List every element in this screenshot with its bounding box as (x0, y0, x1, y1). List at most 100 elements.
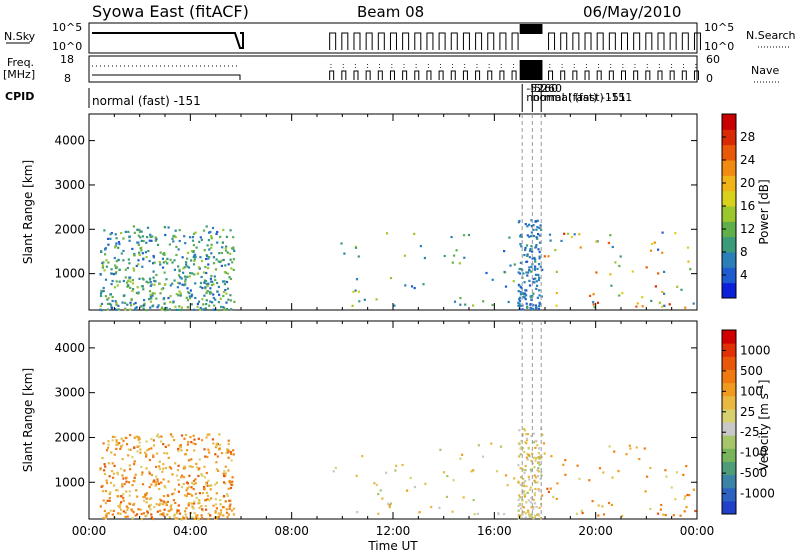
nsearch-tick-bottom: 10^0 (704, 40, 734, 53)
data-cell (137, 292, 140, 295)
data-cell (104, 490, 108, 493)
data-cell (517, 498, 520, 502)
data-cell (104, 247, 107, 250)
nsky-pulse (657, 32, 665, 50)
data-cell (182, 482, 185, 486)
colorbar-tick-label: 24 (740, 153, 755, 167)
data-cell (625, 453, 628, 456)
data-cell (157, 304, 160, 307)
data-cell (619, 255, 622, 258)
data-cell (126, 303, 129, 306)
data-cell (208, 433, 211, 436)
data-cell (121, 301, 124, 304)
colorbar-frame (721, 329, 737, 515)
data-cell (182, 476, 186, 479)
data-cell (104, 514, 108, 517)
data-cell (163, 508, 166, 511)
data-cell (198, 467, 201, 470)
data-cell (230, 267, 233, 270)
data-cell (566, 232, 570, 235)
data-cell (172, 492, 175, 495)
data-cell (100, 302, 104, 305)
data-cell (225, 245, 228, 248)
data-cell (549, 239, 552, 242)
data-cell (134, 301, 137, 305)
data-cell (377, 512, 380, 515)
data-cell (129, 280, 132, 283)
nsky-block (92, 32, 244, 49)
data-cell (223, 474, 226, 478)
data-cell (140, 249, 143, 252)
data-cell (334, 466, 337, 469)
nsky-pulse (414, 32, 422, 50)
nave-mark: : (646, 61, 649, 70)
data-cell (149, 280, 152, 284)
data-cell (527, 499, 530, 502)
time-tick-label: 16:00 (477, 524, 512, 538)
data-cell (524, 298, 527, 301)
data-cell (225, 508, 228, 511)
data-cell (185, 296, 188, 299)
data-cell (525, 294, 528, 297)
data-cell (138, 441, 141, 444)
data-cell (464, 303, 467, 306)
nsky-pulse (377, 32, 385, 50)
data-cell (538, 463, 541, 466)
data-cell (114, 300, 117, 303)
data-cell (214, 503, 217, 506)
data-cell (528, 455, 531, 458)
data-cell (108, 496, 111, 500)
data-cell (145, 241, 148, 244)
data-cell (195, 516, 198, 519)
data-cell (188, 295, 191, 298)
data-cell (452, 479, 455, 482)
data-cell (124, 230, 127, 233)
data-cell (611, 476, 614, 479)
data-cell (542, 442, 546, 445)
nave-mark: : (573, 61, 576, 70)
data-cell (151, 235, 154, 238)
data-cell (150, 516, 153, 519)
data-cell (150, 239, 153, 242)
data-cell (188, 297, 192, 300)
data-cell (103, 509, 106, 513)
data-cell (137, 436, 140, 439)
data-cell (184, 280, 187, 283)
data-cell (181, 283, 184, 286)
data-cell (525, 437, 529, 440)
data-cell (197, 300, 201, 303)
data-cell (106, 298, 109, 301)
data-cell (190, 295, 193, 298)
data-cell (534, 273, 537, 276)
data-cell (197, 272, 200, 275)
data-cell (122, 510, 125, 513)
data-cell (110, 307, 113, 310)
data-cell (589, 294, 592, 297)
data-cell (177, 248, 180, 251)
data-cell (138, 230, 141, 233)
data-cell (358, 300, 361, 303)
data-cell (124, 511, 127, 514)
data-cell (533, 502, 537, 505)
data-cell (517, 301, 520, 304)
data-cell (183, 437, 186, 440)
data-cell (149, 295, 152, 298)
data-cell (530, 515, 533, 518)
data-cell (121, 444, 124, 447)
data-cell (210, 274, 213, 278)
data-cell (179, 446, 182, 449)
data-cell (134, 514, 137, 517)
data-cell (154, 239, 157, 242)
data-cell (528, 266, 531, 269)
data-cell (517, 221, 520, 224)
data-cell (539, 477, 542, 481)
data-cell (621, 292, 624, 295)
data-cell (139, 451, 142, 454)
data-cell (643, 447, 646, 450)
data-cell (536, 284, 539, 287)
data-cell (158, 465, 161, 468)
data-cell (535, 457, 538, 460)
data-cell (140, 230, 143, 233)
data-cell (538, 304, 541, 307)
data-cell (525, 302, 528, 305)
